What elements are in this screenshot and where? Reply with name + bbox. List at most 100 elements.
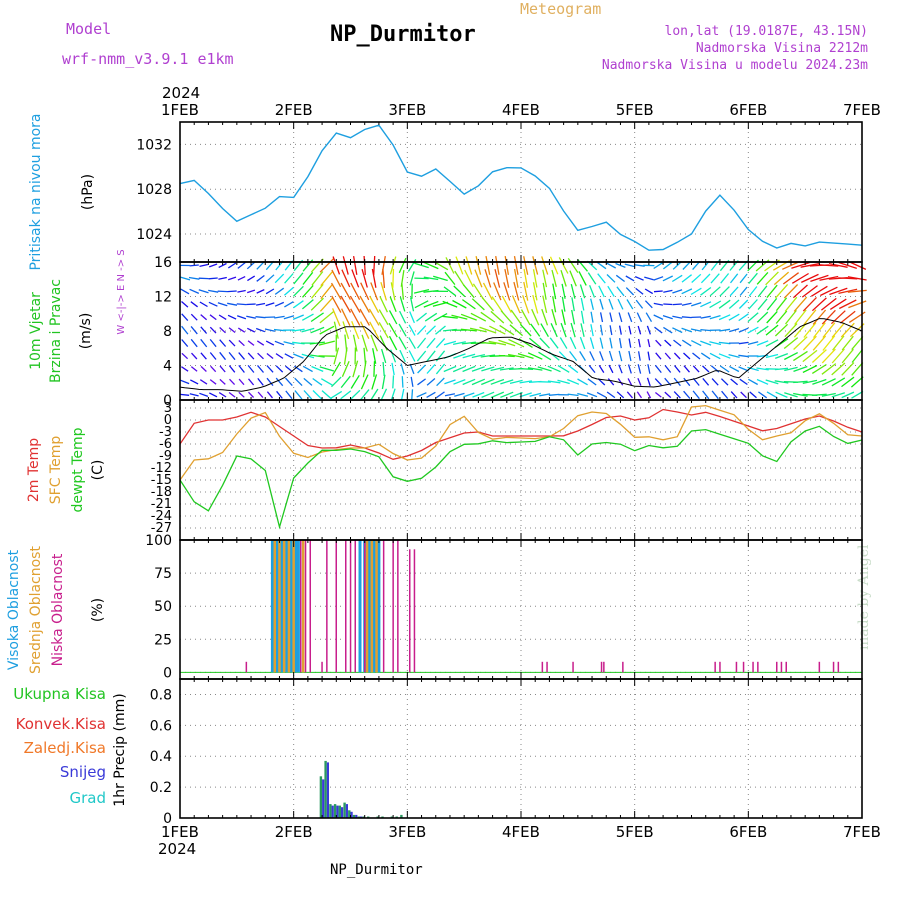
- wind-vector: [309, 341, 325, 345]
- wind-vector: [673, 377, 681, 387]
- temp-sfc-title: SFC Temp: [48, 436, 64, 505]
- wind-vector: [821, 392, 836, 397]
- wind-vector: [489, 325, 506, 335]
- wind-vector: [822, 322, 836, 338]
- wind-vector: [647, 351, 651, 361]
- wind-vector: [691, 273, 702, 283]
- wind-vector: [615, 274, 625, 283]
- wind-vector: [519, 380, 533, 384]
- wind-vector: [189, 288, 200, 294]
- top-day-label: 5FEB: [616, 101, 654, 119]
- wind-vector: [283, 286, 294, 296]
- wind-vector: [749, 391, 757, 399]
- wind-vector: [510, 309, 522, 325]
- top-day-label: 1FEB: [161, 101, 199, 119]
- wind-vector: [504, 268, 510, 288]
- wind-vector: [672, 327, 683, 334]
- wind-vector: [571, 309, 576, 325]
- wind-vector: [500, 379, 514, 385]
- wind-vector: [499, 367, 514, 371]
- wind-vector: [841, 348, 854, 364]
- wind-vector: [628, 325, 632, 335]
- wind-vector: [190, 325, 198, 335]
- wind-vector: [228, 339, 236, 347]
- low-cloud-bar: [364, 540, 366, 673]
- wind-vector: [484, 269, 492, 288]
- wind-vector: [208, 289, 219, 293]
- wind-vector: [479, 341, 497, 345]
- wind-vector: [498, 339, 516, 347]
- wind-vector: [569, 270, 577, 287]
- temp-2m-title: 2m Temp: [26, 438, 42, 502]
- wind-vector: [247, 327, 256, 333]
- conv-rain-title: Konvek.Kisa: [16, 715, 106, 733]
- wind-vector: [532, 282, 538, 301]
- wind-vector: [490, 366, 505, 372]
- wind-vector: [570, 283, 576, 299]
- wind-vector: [274, 315, 285, 319]
- wind-vector: [709, 352, 721, 360]
- wind-vector: [702, 390, 710, 400]
- wind-vector: [381, 255, 386, 275]
- wind-vector: [424, 312, 438, 322]
- wind-vector: [775, 297, 788, 312]
- top-day-label: 6FEB: [729, 101, 767, 119]
- wind-vector: [352, 334, 358, 352]
- low-cloud-bar: [600, 661, 603, 673]
- wind-vector: [673, 352, 681, 360]
- wind-vector: [692, 365, 700, 373]
- wind-vector: [490, 310, 505, 324]
- frame-layer: [179, 121, 863, 819]
- wind-vector: [596, 391, 607, 398]
- wind-vector: [368, 308, 380, 326]
- wind-vector: [792, 284, 808, 299]
- wind-vector: [730, 378, 739, 386]
- low-cloud-bar: [300, 540, 302, 673]
- wind-vector: [542, 282, 547, 300]
- wind-vector: [200, 365, 207, 372]
- wind-vector: [363, 255, 366, 275]
- wind-vector: [758, 391, 768, 399]
- wind-vector: [390, 388, 396, 402]
- wind-vector: [615, 262, 626, 269]
- wind-vector: [311, 365, 324, 372]
- wind-vector: [465, 256, 473, 275]
- wind-vector: [302, 284, 314, 298]
- low-cloud-bar: [757, 661, 759, 673]
- wind-vector: [663, 303, 673, 306]
- wind-vector: [181, 352, 189, 360]
- wind-vector: [392, 375, 395, 389]
- wind-vector: [542, 295, 548, 314]
- temp-sfc-line: [179, 404, 863, 481]
- wind-vector: [802, 296, 817, 312]
- wind-vector: [264, 328, 276, 332]
- bottom-day-label: 1FEB: [161, 823, 199, 841]
- wind-vector: [416, 325, 427, 336]
- wind-vector: [580, 323, 585, 337]
- wind-vector: [812, 322, 826, 339]
- wind-vector: [209, 314, 217, 321]
- wind-vector: [567, 257, 579, 273]
- wind-vector: [654, 378, 662, 386]
- wind-vector: [607, 378, 615, 386]
- wind-vector: [738, 299, 749, 309]
- high-cloud-bar: [294, 540, 298, 673]
- wind-vector: [774, 323, 789, 337]
- wind-vector: [719, 365, 730, 373]
- wind-vector: [577, 378, 588, 386]
- low-cloud-bar: [776, 661, 778, 673]
- wind-vector: [227, 302, 238, 306]
- wind-vector: [579, 351, 586, 361]
- wind-vector: [832, 335, 845, 351]
- wind-vector: [756, 311, 769, 323]
- wind-vector: [551, 309, 558, 326]
- wind-vector: [218, 262, 227, 268]
- wind-vector: [729, 365, 740, 373]
- wind-vector: [756, 325, 769, 335]
- mid-cloud-bar: [287, 540, 291, 673]
- wind-vector: [718, 299, 731, 309]
- wind-vector: [455, 256, 464, 275]
- wind-vector: [500, 310, 513, 325]
- wind-vector: [588, 284, 596, 298]
- wind-vector: [341, 360, 350, 377]
